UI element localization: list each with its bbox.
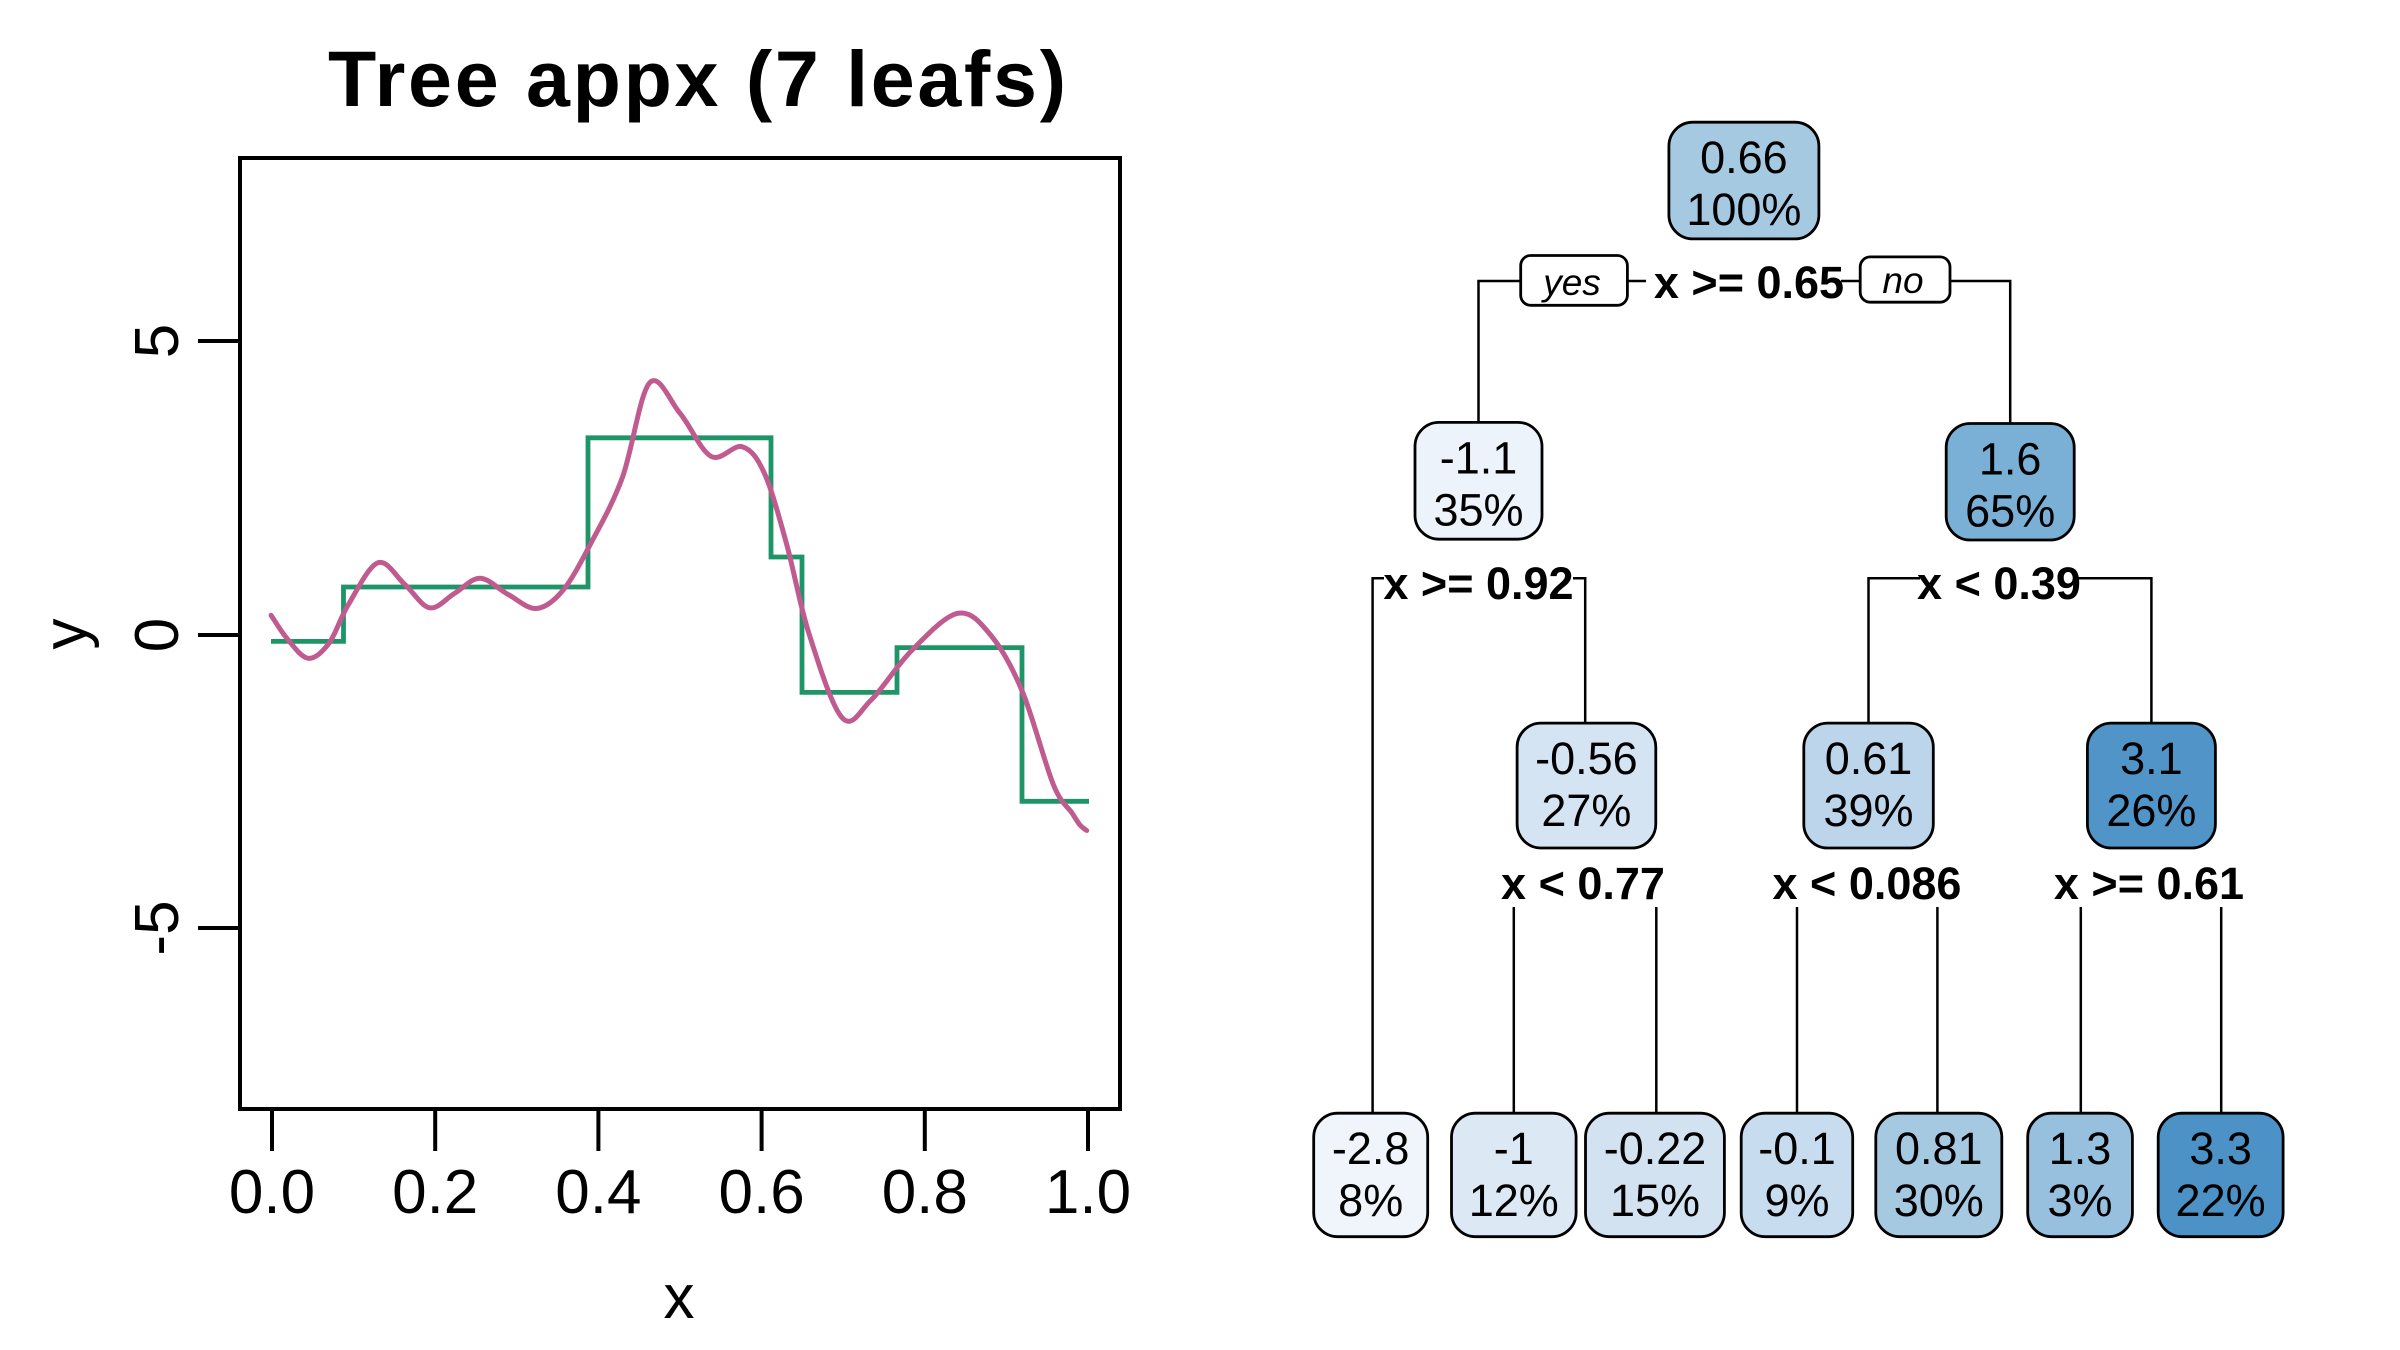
- svg-text:12%: 12%: [1469, 1175, 1559, 1226]
- svg-text:8%: 8%: [1338, 1175, 1403, 1226]
- svg-text:0.66: 0.66: [1700, 132, 1788, 183]
- svg-text:1.6: 1.6: [1979, 434, 2042, 485]
- svg-text:35%: 35%: [1433, 484, 1523, 535]
- svg-text:0.8: 0.8: [882, 1158, 968, 1227]
- svg-text:-1.1: -1.1: [1440, 432, 1518, 483]
- svg-text:0.6: 0.6: [718, 1158, 804, 1227]
- svg-text:15%: 15%: [1610, 1175, 1700, 1226]
- svg-text:0.61: 0.61: [1825, 733, 1913, 784]
- svg-text:x >= 0.65: x >= 0.65: [1654, 257, 1844, 308]
- svg-text:yes: yes: [1540, 262, 1601, 303]
- svg-text:30%: 30%: [1894, 1175, 1984, 1226]
- svg-text:-0.22: -0.22: [1604, 1123, 1707, 1174]
- svg-text:-5: -5: [123, 900, 192, 955]
- svg-text:1.0: 1.0: [1045, 1158, 1131, 1227]
- svg-text:9%: 9%: [1764, 1175, 1829, 1226]
- svg-text:y: y: [31, 619, 100, 650]
- svg-text:x < 0.086: x < 0.086: [1773, 858, 1962, 909]
- svg-text:1.3: 1.3: [2049, 1123, 2112, 1174]
- svg-text:0.0: 0.0: [229, 1158, 315, 1227]
- svg-text:no: no: [1882, 260, 1923, 301]
- svg-text:3%: 3%: [2047, 1175, 2112, 1226]
- svg-text:65%: 65%: [1965, 486, 2055, 537]
- svg-text:22%: 22%: [2176, 1175, 2266, 1226]
- svg-text:x: x: [664, 1263, 695, 1332]
- svg-text:x < 0.39: x < 0.39: [1917, 558, 2081, 609]
- svg-text:0.2: 0.2: [392, 1158, 478, 1227]
- svg-text:0: 0: [123, 618, 192, 652]
- svg-text:100%: 100%: [1686, 184, 1801, 235]
- svg-text:39%: 39%: [1823, 785, 1913, 836]
- svg-text:x >= 0.92: x >= 0.92: [1383, 558, 1573, 609]
- svg-text:3.3: 3.3: [2189, 1123, 2252, 1174]
- svg-text:3.1: 3.1: [2120, 733, 2183, 784]
- svg-text:Tree appx (7 leafs): Tree appx (7 leafs): [328, 34, 1066, 123]
- svg-text:x < 0.77: x < 0.77: [1501, 858, 1665, 909]
- svg-text:0.4: 0.4: [555, 1158, 641, 1227]
- svg-text:-0.1: -0.1: [1758, 1123, 1836, 1174]
- svg-text:x >= 0.61: x >= 0.61: [2054, 858, 2244, 909]
- svg-text:-1: -1: [1494, 1123, 1534, 1174]
- svg-text:-0.56: -0.56: [1535, 733, 1638, 784]
- svg-text:5: 5: [123, 324, 192, 358]
- svg-text:26%: 26%: [2106, 785, 2196, 836]
- svg-text:-2.8: -2.8: [1332, 1123, 1410, 1174]
- svg-text:27%: 27%: [1541, 785, 1631, 836]
- svg-text:0.81: 0.81: [1895, 1123, 1983, 1174]
